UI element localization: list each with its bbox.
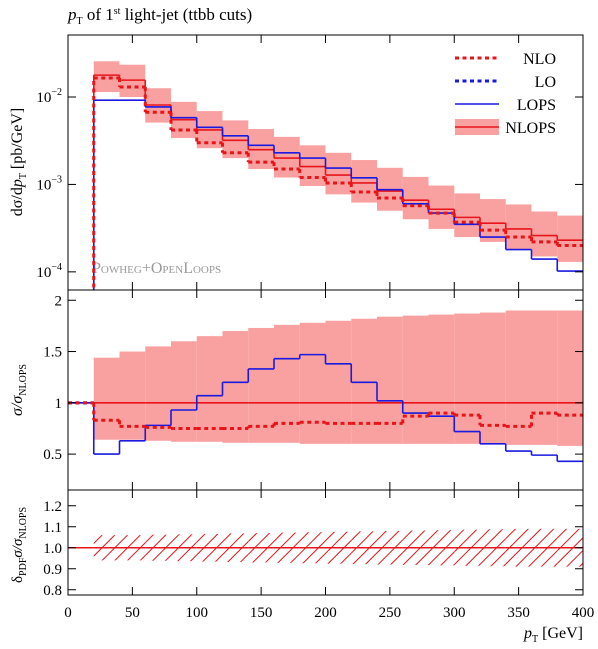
legend-label: NLO: [523, 51, 556, 68]
label-part: p: [523, 625, 532, 642]
y-tick-label: 0.8: [43, 583, 62, 599]
y-tick-label: 1.1: [43, 520, 62, 536]
band: [274, 324, 300, 443]
band: [505, 204, 532, 250]
x-tick-label: 250: [379, 605, 402, 621]
legend-label: LO: [535, 74, 556, 91]
title-part: of 1: [83, 5, 114, 24]
label-part: dσ/d: [9, 187, 26, 216]
y-axis-label: dσ/dpT [pb/GeV]: [9, 108, 29, 217]
band: [480, 199, 506, 242]
legend-label: LOPS: [517, 97, 556, 114]
tick-base: 10: [36, 265, 51, 281]
band: [402, 176, 429, 220]
label-part: σ/σ: [9, 395, 26, 416]
legend-label: NLOPS: [505, 120, 556, 137]
title-part: st: [114, 6, 121, 17]
band: [428, 314, 455, 444]
y-tick-label: 0.5: [43, 447, 62, 463]
x-tick-label: 50: [125, 605, 140, 621]
plot-area: [68, 528, 583, 567]
x-tick-label: 400: [572, 605, 595, 621]
plot-area: [92, 61, 583, 290]
chart-title: pT of 1st light-jet (ttbb cuts): [67, 5, 252, 27]
y-tick-label: 2: [55, 293, 63, 309]
x-tick-label: 200: [314, 605, 337, 621]
x-axis-label: pT [GeV]: [523, 625, 583, 645]
band: [93, 357, 120, 440]
band: [505, 310, 532, 445]
band: [93, 61, 120, 93]
tick-base: 10: [36, 177, 51, 193]
tick-base: 1.0: [43, 541, 62, 557]
label-part: PDF: [18, 557, 29, 576]
label-part: NLOPS: [18, 507, 29, 539]
y-tick-label: 0.9: [43, 562, 62, 578]
band: [557, 215, 583, 262]
x-tick-label: 0: [64, 605, 72, 621]
y-tick-label: 1.2: [43, 499, 62, 515]
y-axis-label: δPDFσ/σNLOPS: [10, 507, 29, 583]
band: [325, 320, 352, 444]
title-part: T: [77, 16, 83, 27]
band: [531, 211, 558, 257]
band: [299, 145, 326, 186]
plot-area: [68, 310, 583, 463]
band: [248, 327, 274, 443]
title-part: light-jet (ttbb cuts): [120, 5, 252, 24]
y-tick-label: 1: [55, 396, 63, 412]
band: [196, 336, 223, 442]
annotation: Powheg+OpenLoops: [92, 260, 221, 277]
y-tick-label: 1.5: [43, 345, 62, 361]
label-part: σ/σ: [10, 538, 26, 558]
tick-exponent: −4: [51, 262, 62, 273]
label-part: NLOPS: [18, 364, 29, 396]
band: [557, 310, 583, 446]
band: [171, 341, 197, 442]
label-part: p: [9, 179, 26, 188]
band: [402, 315, 429, 444]
band: [274, 136, 300, 178]
band: [428, 185, 455, 229]
tick-exponent: −3: [51, 174, 62, 185]
tick-exponent: −2: [51, 87, 62, 98]
title-part: p: [67, 5, 77, 24]
band: [480, 312, 506, 444]
y-tick-label: 1.0: [43, 541, 62, 557]
band: [222, 331, 249, 443]
label-part: [pb/GeV]: [9, 108, 26, 173]
label-part: [GeV]: [538, 625, 583, 642]
x-tick-label: 350: [507, 605, 530, 621]
y-tick-label: 10−4: [36, 262, 62, 281]
band: [454, 313, 480, 444]
x-tick-label: 150: [250, 605, 273, 621]
x-tick-label: 300: [443, 605, 466, 621]
y-tick-label: 10−3: [36, 174, 62, 193]
band: [351, 160, 377, 203]
label-part: T: [18, 173, 29, 179]
y-axis-label: σ/σNLOPS: [9, 364, 29, 416]
band: [222, 120, 249, 159]
band: [325, 152, 352, 195]
tick-base: 10: [36, 90, 51, 106]
band: [299, 322, 326, 444]
x-tick-label: 100: [186, 605, 209, 621]
band: [454, 193, 480, 238]
label-part: T: [532, 634, 538, 645]
label-part: δ: [10, 576, 26, 583]
y-tick-label: 10−2: [36, 87, 62, 106]
band: [119, 351, 146, 440]
band: [351, 318, 377, 444]
band: [377, 316, 403, 444]
band: [531, 310, 558, 445]
